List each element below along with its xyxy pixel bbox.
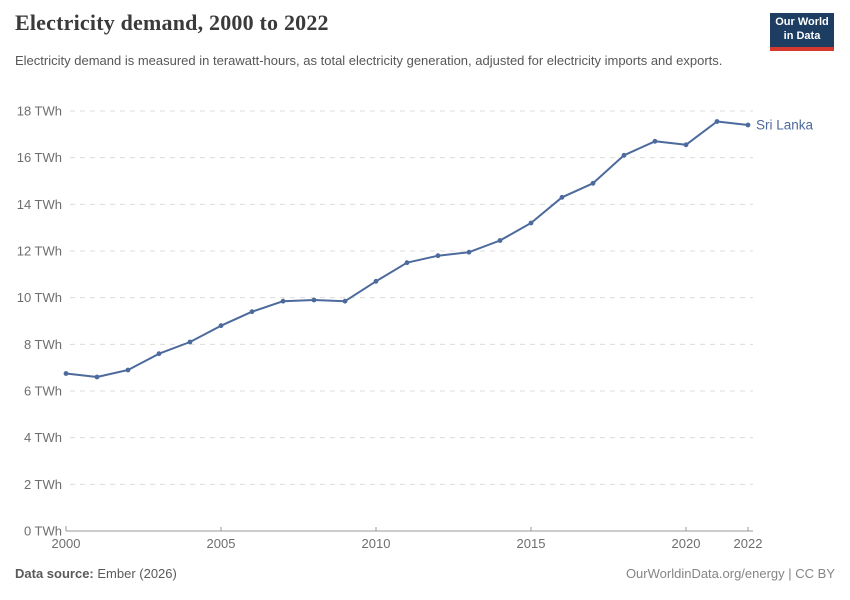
data-point[interactable] (466, 249, 472, 255)
y-axis-tick-label: 14 TWh (17, 197, 62, 212)
y-axis-tick-label: 2 TWh (24, 477, 62, 492)
chart-footer: Data source: Ember (2026) OurWorldinData… (15, 566, 835, 581)
data-point[interactable] (497, 238, 503, 243)
owid-logo-line2: in Data (783, 30, 821, 42)
data-point[interactable] (94, 374, 100, 380)
data-point[interactable] (714, 119, 720, 124)
x-axis-tick-label: 2010 (362, 536, 391, 551)
data-point[interactable] (249, 309, 255, 315)
x-axis-tick-label: 2020 (672, 536, 701, 551)
y-axis-tick-label: 12 TWh (17, 244, 62, 259)
y-axis-tick-label: 0 TWh (24, 524, 62, 539)
data-point[interactable] (621, 152, 627, 158)
series-line-sri-lanka[interactable] (65, 120, 749, 378)
x-axis-tick-label: 2005 (207, 536, 236, 551)
data-point[interactable] (342, 298, 348, 304)
data-source[interactable]: Data source: Ember (2026) (15, 566, 177, 581)
data-point[interactable] (373, 278, 379, 284)
x-axis-tick-label: 2022 (734, 536, 763, 551)
series-end-label[interactable]: Sri Lanka (756, 118, 814, 133)
y-axis-tick-label: 8 TWh (24, 337, 62, 352)
x-axis-tick-label: 2000 (52, 536, 81, 551)
data-source-label: Data source: (15, 566, 94, 581)
data-point[interactable] (404, 260, 410, 266)
data-point[interactable] (745, 122, 751, 128)
data-point[interactable] (280, 298, 286, 304)
owid-logo-line1: Our World (775, 16, 829, 29)
data-point[interactable] (218, 323, 224, 329)
y-axis-tick-label: 18 TWh (17, 104, 62, 119)
data-point[interactable] (652, 138, 658, 144)
data-point[interactable] (590, 180, 596, 186)
credit-link[interactable]: OurWorldinData.org/energy | CC BY (625, 566, 835, 581)
data-point[interactable] (63, 371, 69, 376)
page-title: Electricity demand, 2000 to 2022 (15, 10, 329, 35)
data-point[interactable] (528, 220, 534, 226)
data-point[interactable] (187, 339, 193, 345)
data-source-value: Ember (2026) (93, 566, 177, 581)
y-axis-tick-label: 10 TWh (17, 290, 62, 305)
y-axis-tick-label: 16 TWh (17, 150, 62, 165)
data-point[interactable] (311, 297, 317, 303)
data-point[interactable] (156, 351, 162, 357)
y-axis-tick-label: 4 TWh (24, 430, 62, 445)
data-point[interactable] (559, 194, 565, 200)
owid-logo[interactable]: Our World in Data (770, 13, 834, 51)
page-subtitle: Electricity demand is measured in terawa… (15, 53, 723, 68)
y-axis-tick-label: 6 TWh (24, 384, 62, 399)
data-point[interactable] (435, 253, 441, 259)
x-axis-tick-label: 2015 (517, 536, 546, 551)
data-point[interactable] (125, 367, 131, 373)
data-point[interactable] (683, 142, 689, 148)
line-chart: 0 TWh 2 TWh 4 TWh 6 TWh 8 TWh 10 TWh 12 TWh 14 … (17, 104, 814, 552)
